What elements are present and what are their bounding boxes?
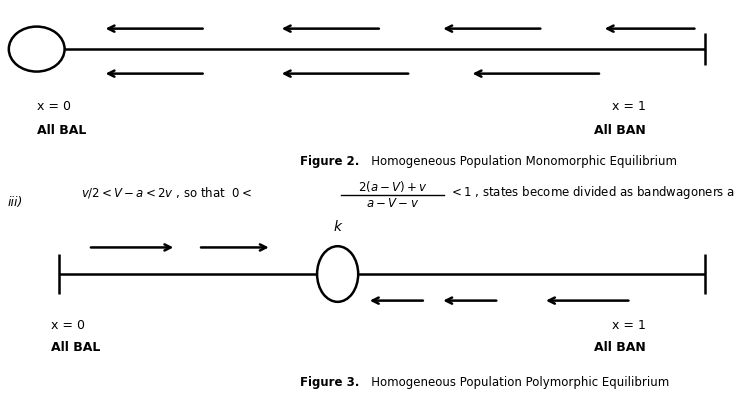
Text: Figure 3.: Figure 3. (300, 376, 360, 389)
Text: x = 1: x = 1 (612, 100, 646, 113)
Text: Figure 2.: Figure 2. (300, 155, 360, 168)
Text: All BAN: All BAN (594, 124, 646, 137)
Ellipse shape (9, 27, 65, 72)
Text: $v/2 < V - a < 2v$ , so that  $0 <$: $v/2 < V - a < 2v$ , so that $0 <$ (81, 185, 252, 200)
Text: All BAN: All BAN (594, 341, 646, 354)
Text: x = 0: x = 0 (37, 100, 70, 113)
Text: Homogeneous Population Monomorphic Equilibrium: Homogeneous Population Monomorphic Equil… (360, 155, 677, 168)
Text: $2(a - V) + v$: $2(a - V) + v$ (357, 180, 428, 194)
Text: All BAL: All BAL (51, 341, 101, 354)
Text: $a - V - v$: $a - V - v$ (366, 197, 419, 210)
Text: All BAL: All BAL (37, 124, 86, 137)
Ellipse shape (317, 246, 358, 302)
Text: k: k (334, 220, 341, 234)
Text: x = 0: x = 0 (51, 319, 85, 332)
Text: $< 1$ , states become divided as bandwagoners and balancers.: $< 1$ , states become divided as bandwag… (449, 184, 734, 201)
Text: iii): iii) (7, 196, 23, 209)
Text: Homogeneous Population Polymorphic Equilibrium: Homogeneous Population Polymorphic Equil… (360, 376, 669, 389)
Text: x = 1: x = 1 (612, 319, 646, 332)
